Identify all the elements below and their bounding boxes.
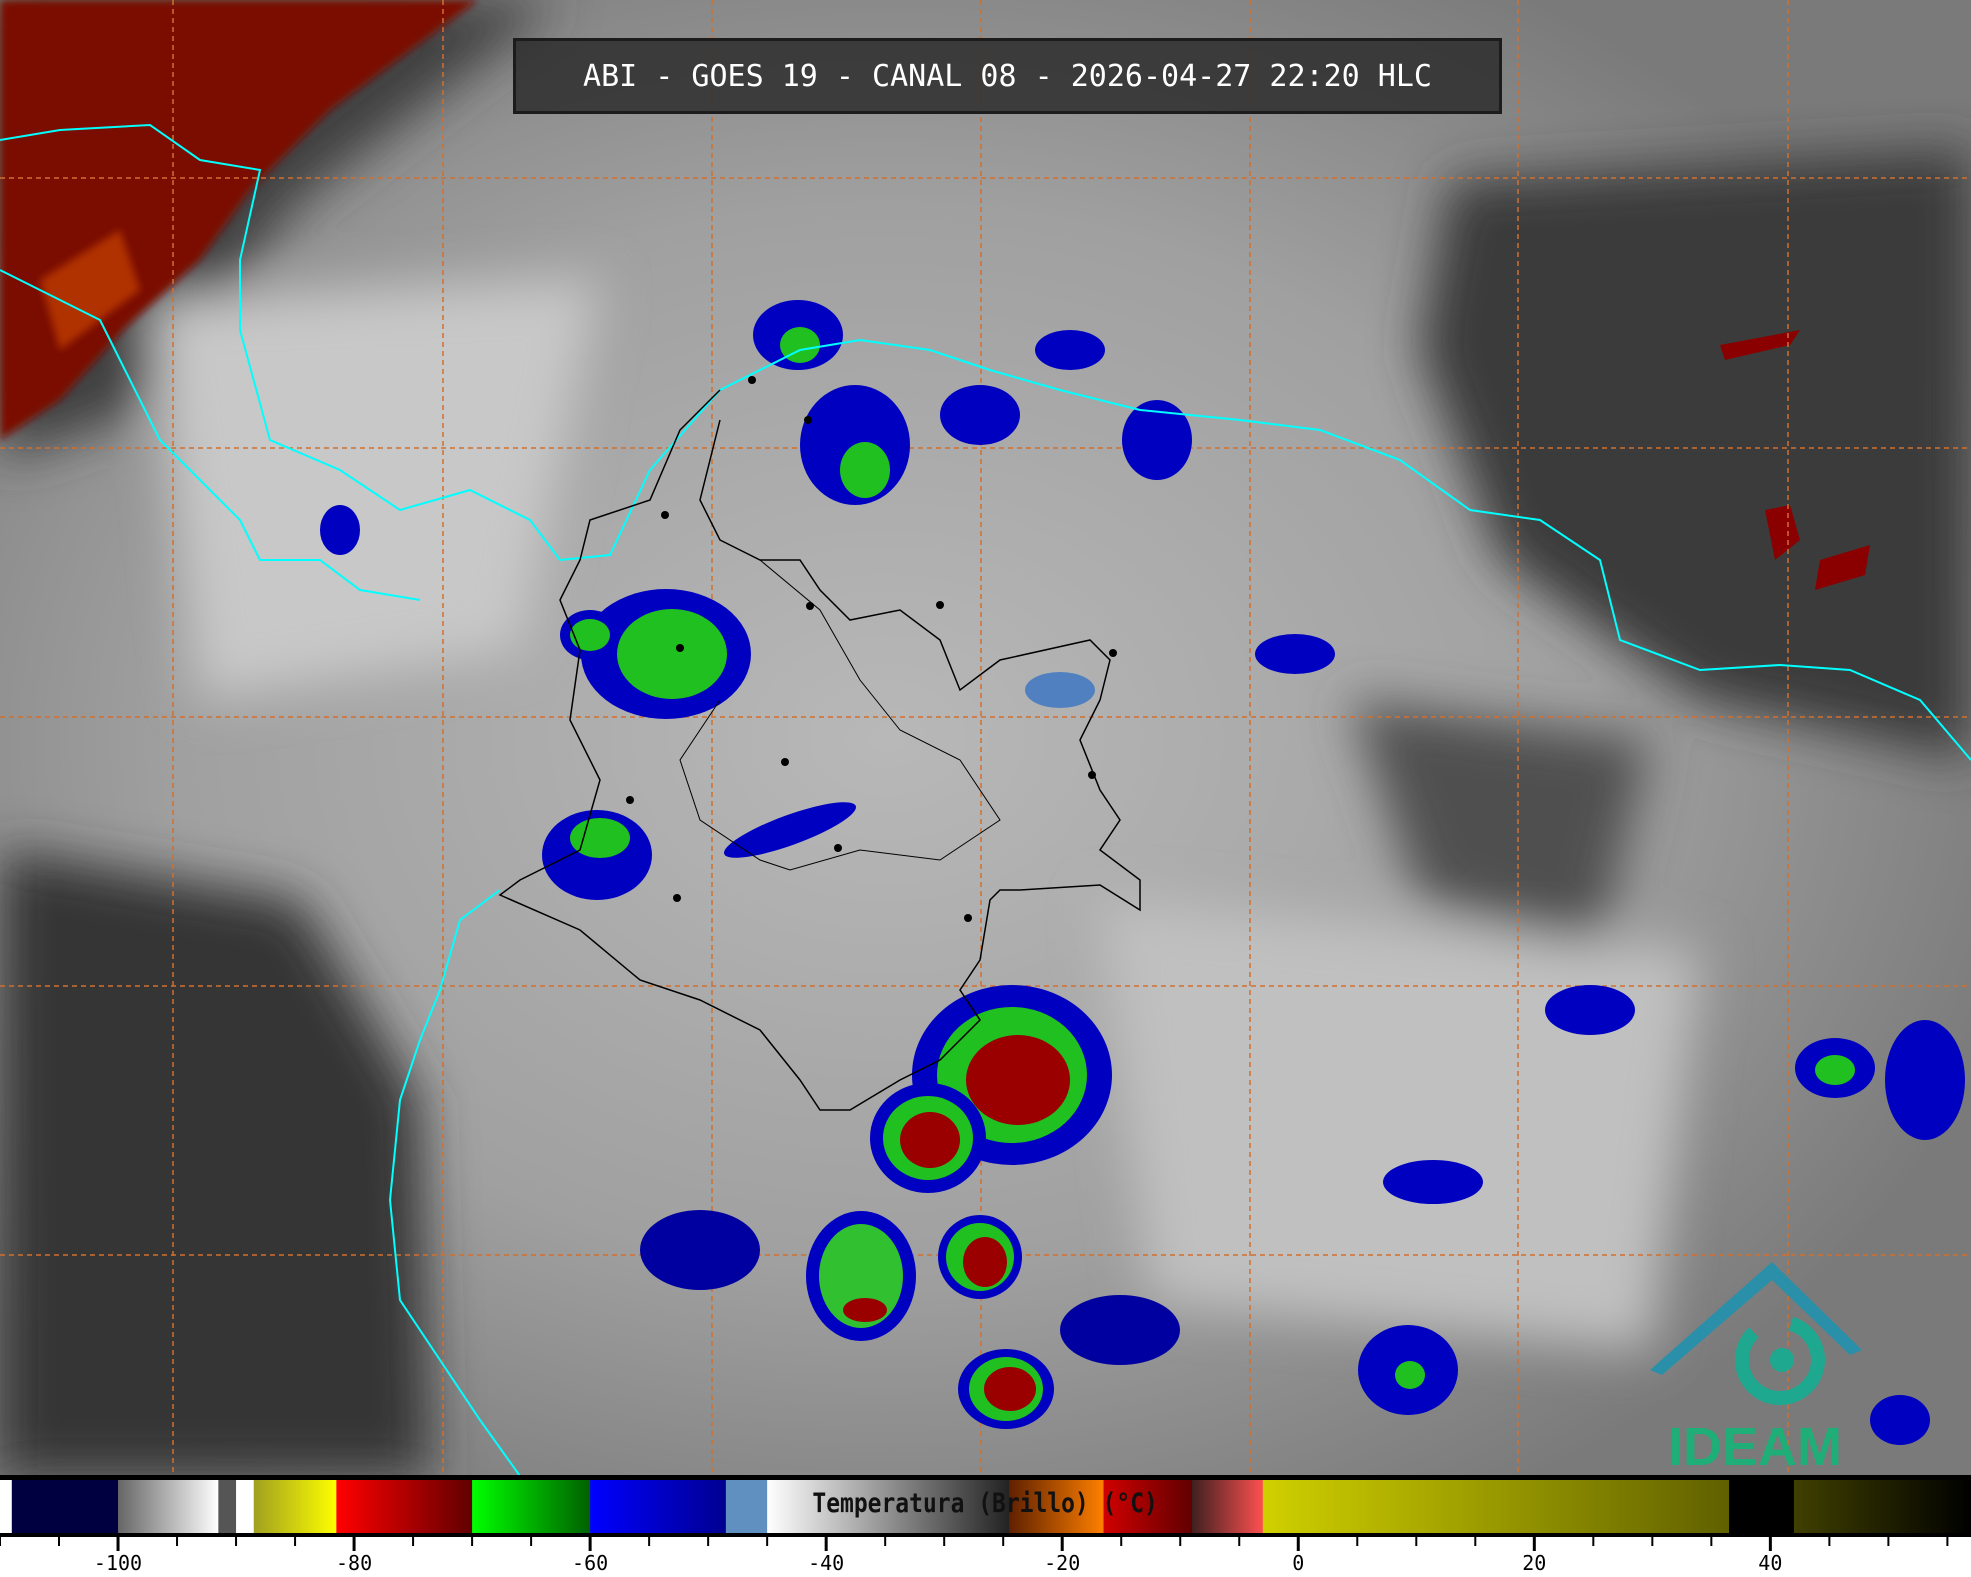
colorbar-segment bbox=[1009, 1480, 1105, 1533]
temperature-colorbar bbox=[0, 1480, 1971, 1533]
tick-label: 20 bbox=[1522, 1551, 1547, 1575]
title-banner: ABI - GOES 19 - CANAL 08 - 2026-04-27 22… bbox=[513, 38, 1502, 114]
tick-label: -60 bbox=[572, 1551, 609, 1575]
logo-text: IDEAM bbox=[1668, 1417, 1842, 1476]
city-markers bbox=[626, 376, 1117, 922]
colorbar-label: Temperatura (Brillo) (°C) bbox=[812, 1488, 1158, 1519]
colorbar-segment bbox=[590, 1480, 727, 1533]
colorbar-segment bbox=[1793, 1480, 1971, 1533]
graticule bbox=[0, 0, 1971, 1476]
tick-label: -20 bbox=[1044, 1551, 1081, 1575]
colorbar-segment bbox=[0, 1480, 13, 1533]
logo-swirl-mark bbox=[1735, 1315, 1825, 1405]
logo-mountain-mark bbox=[1650, 1262, 1862, 1375]
tick-label: -40 bbox=[808, 1551, 845, 1575]
colorbar-segment bbox=[118, 1480, 219, 1533]
cold-spots-east bbox=[1720, 330, 1870, 590]
colorbar-segment bbox=[11, 1480, 119, 1533]
colorbar-segment bbox=[1262, 1480, 1730, 1533]
colorbar-segment bbox=[218, 1480, 237, 1533]
convective-cells bbox=[320, 300, 1965, 1445]
colorbar-segment bbox=[236, 1480, 255, 1533]
cold-cloud-top-region bbox=[0, 0, 478, 440]
colorbar-segment bbox=[767, 1480, 1010, 1533]
colorbar-segment bbox=[1192, 1480, 1264, 1533]
colorbar-segment bbox=[725, 1480, 768, 1533]
tick-label: -80 bbox=[336, 1551, 373, 1575]
tick-label: -100 bbox=[93, 1551, 143, 1575]
colorbar-segment bbox=[336, 1480, 473, 1533]
ideam-logo: IDEAM bbox=[1650, 1262, 1862, 1476]
tick-label: 40 bbox=[1758, 1551, 1783, 1575]
image-title: ABI - GOES 19 - CANAL 08 - 2026-04-27 22… bbox=[583, 58, 1432, 94]
colorbar-segment bbox=[1103, 1480, 1193, 1533]
tick-label: 0 bbox=[1292, 1551, 1305, 1575]
colorbar-segment bbox=[472, 1480, 591, 1533]
colorbar-segment bbox=[1729, 1480, 1795, 1533]
colorbar-axis: -100 -80 -60 -40 -20 0 20 40 bbox=[0, 1537, 1971, 1577]
satellite-map: IDEAM bbox=[0, 0, 1971, 1476]
coastline bbox=[0, 123, 1971, 761]
country-borders bbox=[498, 389, 1141, 1111]
colorbar-segment bbox=[253, 1480, 337, 1533]
